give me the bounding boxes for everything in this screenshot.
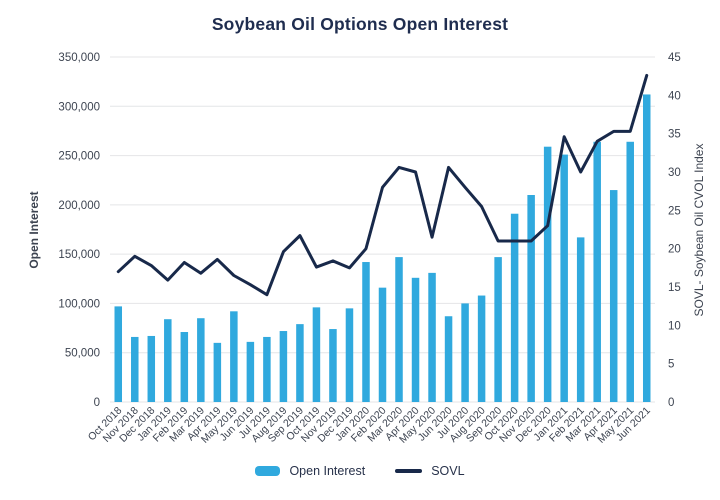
legend: Open Interest SOVL bbox=[0, 464, 720, 478]
left-axis-tick: 50,000 bbox=[65, 348, 100, 360]
right-axis-tick: 15 bbox=[668, 282, 681, 294]
bar-apr-2019 bbox=[213, 342, 222, 402]
bar-jan-2020 bbox=[362, 262, 370, 402]
bar-jan-2019 bbox=[164, 319, 172, 402]
bar-jun-2021 bbox=[642, 94, 651, 402]
left-axis-tick: 150,000 bbox=[58, 249, 100, 261]
left-axis-title: Open Interest bbox=[27, 191, 41, 269]
right-axis-title: SOVL- Soybean Oil CVOL Index bbox=[692, 143, 706, 317]
bar-sep-2020 bbox=[494, 257, 502, 402]
bar-oct-2019 bbox=[312, 307, 321, 402]
right-axis-tick: 0 bbox=[668, 397, 674, 409]
bar-nov-2020 bbox=[527, 195, 535, 402]
bar-apr-2020 bbox=[411, 277, 420, 402]
bar-jul-2019 bbox=[263, 336, 271, 402]
bar-feb-2019 bbox=[180, 332, 189, 402]
bar-jun-2019 bbox=[246, 341, 255, 402]
legend-item-open-interest: Open Interest bbox=[255, 464, 365, 478]
bar-mar-2021 bbox=[593, 141, 601, 402]
legend-label: Open Interest bbox=[289, 464, 366, 478]
left-axis-tick: 100,000 bbox=[58, 298, 100, 310]
bar-sep-2019 bbox=[296, 324, 304, 402]
bar-aug-2020 bbox=[477, 295, 486, 402]
bar-dec-2019 bbox=[345, 308, 354, 402]
bar-feb-2021 bbox=[576, 237, 585, 402]
sovl-line bbox=[116, 73, 649, 297]
bar-oct-2020 bbox=[510, 213, 519, 402]
bar-mar-2020 bbox=[395, 257, 403, 402]
left-axis-tick: 300,000 bbox=[58, 101, 100, 113]
bar-swatch-icon bbox=[255, 466, 281, 476]
left-axis-tick: 350,000 bbox=[58, 52, 100, 64]
bar-oct-2018 bbox=[114, 306, 123, 402]
right-axis-tick: 35 bbox=[668, 129, 681, 141]
right-axis-tick: 45 bbox=[668, 52, 681, 64]
bar-dec-2018 bbox=[147, 335, 156, 402]
right-axis-tick: 10 bbox=[668, 320, 681, 332]
right-axis-tick: 40 bbox=[668, 90, 681, 102]
left-axis-tick: 0 bbox=[94, 397, 100, 409]
left-axis-tick: 250,000 bbox=[58, 151, 100, 163]
bar-nov-2019 bbox=[329, 329, 337, 402]
bar-dec-2020 bbox=[543, 146, 552, 402]
bar-aug-2019 bbox=[279, 331, 288, 402]
bar-nov-2018 bbox=[131, 336, 139, 402]
bar-feb-2020 bbox=[378, 287, 387, 402]
legend-label: SOVL bbox=[431, 464, 465, 478]
bar-apr-2021 bbox=[609, 190, 618, 402]
right-axis-tick: 25 bbox=[668, 205, 681, 217]
right-axis-tick: 5 bbox=[668, 359, 674, 371]
bar-may-2019 bbox=[230, 311, 238, 402]
legend-item-sovl: SOVL bbox=[395, 464, 465, 478]
line-swatch-icon bbox=[395, 469, 423, 473]
chart-title: Soybean Oil Options Open Interest bbox=[211, 14, 509, 34]
bar-jun-2020 bbox=[444, 316, 453, 402]
bar-jan-2021 bbox=[560, 154, 568, 402]
bar-mar-2019 bbox=[197, 318, 205, 402]
bar-jul-2020 bbox=[461, 303, 469, 402]
right-axis-tick: 30 bbox=[668, 167, 681, 179]
bar-may-2020 bbox=[428, 272, 436, 402]
left-axis-tick: 200,000 bbox=[58, 200, 100, 212]
right-axis-tick: 20 bbox=[668, 244, 681, 256]
bar-may-2021 bbox=[626, 141, 634, 402]
